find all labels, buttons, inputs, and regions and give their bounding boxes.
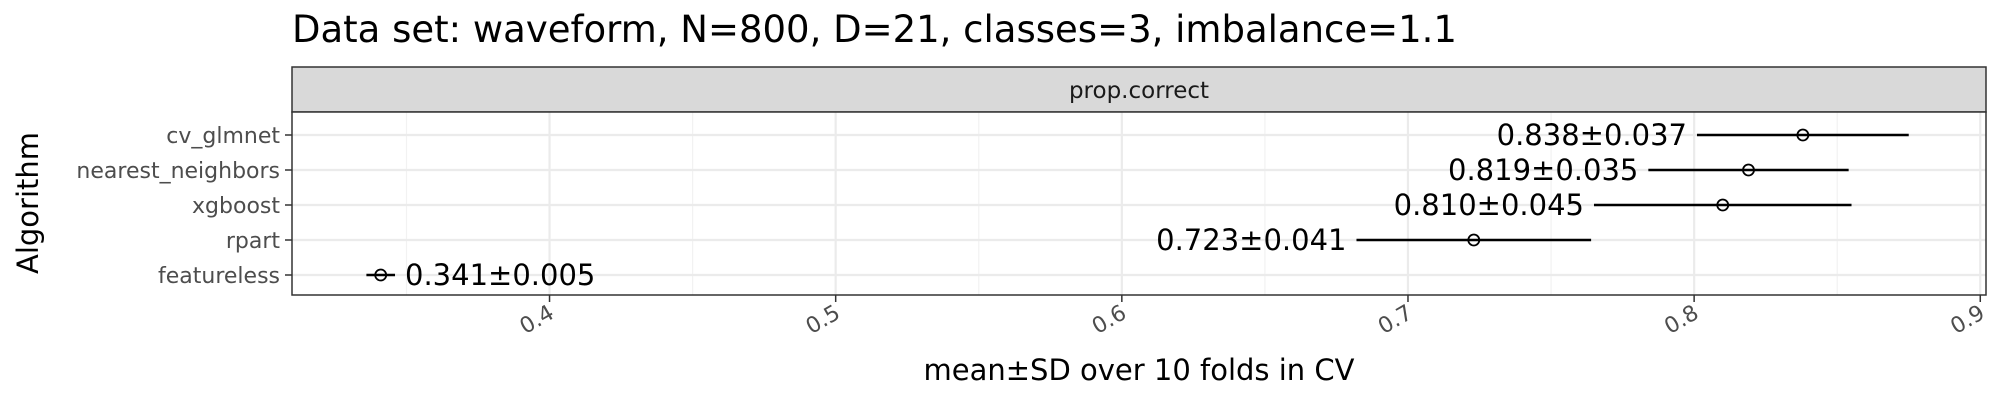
mean-point-featureless — [374, 268, 388, 282]
plot-panel-border — [291, 111, 1987, 296]
mean-point-rpart — [1467, 233, 1481, 247]
x-axis: 0.4 0.5 0.6 0.7 0.8 0.9 — [516, 295, 1989, 340]
x-tick-label: 0.5 — [802, 301, 845, 340]
mean-point-xgboost — [1716, 198, 1730, 212]
y-tick-label: rpart — [226, 229, 281, 254]
x-tick-label: 0.6 — [1088, 301, 1131, 340]
y-tick-label: nearest_neighbors — [76, 159, 280, 184]
facet-strip — [291, 66, 1987, 113]
data-label-featureless: 0.341±0.005 — [405, 258, 595, 292]
y-tick-label: xgboost — [192, 194, 280, 219]
x-tick-label: 0.9 — [1946, 301, 1989, 340]
data-label-xgboost: 0.810±0.045 — [1394, 188, 1584, 222]
mean-point-cv_glmnet — [1796, 128, 1810, 142]
plot-panel — [292, 112, 1986, 295]
y-tick-label: featureless — [158, 264, 280, 289]
chart-title: Data set: waveform, N=800, D=21, classes… — [292, 8, 1457, 51]
facet-strip-label: prop.correct — [1069, 78, 1209, 104]
x-axis-title: mean±SD over 10 folds in CV — [924, 353, 1355, 387]
data-label-cv_glmnet: 0.838±0.037 — [1497, 118, 1687, 152]
data-label-rpart: 0.723±0.041 — [1156, 223, 1346, 257]
y-axis-title: Algorithm — [11, 132, 45, 274]
x-tick-label: 0.4 — [516, 301, 559, 340]
x-tick-label: 0.7 — [1374, 301, 1417, 340]
mean-point-nearest_neighbors — [1742, 163, 1755, 177]
y-tick-label: cv_glmnet — [166, 124, 280, 149]
x-tick-label: 0.8 — [1660, 301, 1703, 340]
data-label-nearest_neighbors: 0.819±0.035 — [1448, 153, 1638, 187]
